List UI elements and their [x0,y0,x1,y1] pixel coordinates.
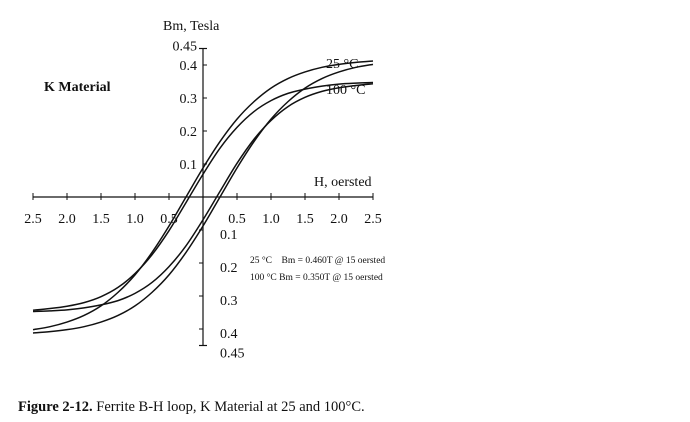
x-tick-label: 1.5 [296,212,314,227]
annotation-25c: 25 °C Bm = 0.460T @ 15 oersted [250,255,385,266]
y-tick-label: 0.3 [180,92,198,107]
y-tick-label: 0.45 [173,40,198,55]
caption-text: Ferrite B-H loop, K Material at 25 and 1… [92,399,365,415]
x-tick-label: 2.5 [24,212,42,227]
curve-25c-descending [32,60,374,331]
x-tick-label: 2.0 [330,212,348,227]
annotation-100c: 100 °C Bm = 0.350T @ 15 oersted [250,272,383,283]
x-tick-label: 1.0 [126,212,144,227]
y-tick-label: 0.45 [220,347,245,362]
y-tick-label: 0.2 [220,261,238,276]
chart-title: K Material [44,80,111,95]
curve-25c-ascending [32,63,374,334]
curve-label-100c: 100 °C [326,83,365,98]
curve-100c-ascending [32,83,374,313]
y-tick-label: 0.1 [220,228,238,243]
x-tick-label: 2.0 [58,212,76,227]
y-tick-label: 0.1 [180,158,198,173]
curves [32,60,374,334]
caption-label: Figure 2-12. [18,399,93,415]
x-axis-label: H, oersted [314,175,372,190]
x-tick-label: 1.5 [92,212,110,227]
x-tick-label: 1.0 [262,212,280,227]
curve-label-25c: 25 °C [326,57,358,72]
y-tick-label: 0.3 [220,294,238,309]
y-tick-label: 0.4 [180,59,198,74]
figure-caption: Figure 2-12. Ferrite B-H loop, K Materia… [18,399,365,416]
x-tick-label: 2.5 [364,212,382,227]
labels: Bm, Tesla K Material H, oersted 25 °C 10… [44,19,385,283]
y-tick-label: 0.2 [180,125,198,140]
y-tick-label: 0.4 [220,327,238,342]
x-tick-label: 0.5 [228,212,246,227]
curve-100c-descending [32,81,374,311]
axes: 2.5 2.0 1.5 1.0 0.5 0.5 1.0 1.5 2.0 2.50.450.40.3… [24,40,382,362]
y-axis-label: Bm, Tesla [163,19,220,34]
